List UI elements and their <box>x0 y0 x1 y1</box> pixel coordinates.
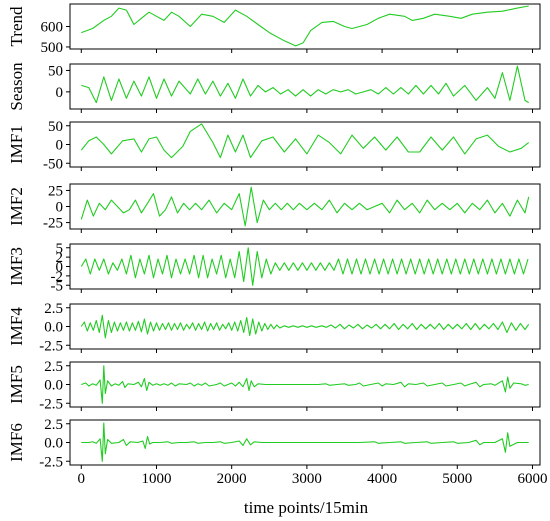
panel-imf1: -50 0 50 IMF1 <box>7 119 541 172</box>
panel-imf6: -2.5 0.0 2.5 IMF6 <box>7 417 541 470</box>
y-tick-label: 600 <box>41 20 64 36</box>
y-axis-label-imf4: IMF4 <box>7 307 26 346</box>
series-line-season <box>81 65 529 104</box>
y-tick-label: 0 <box>56 138 64 154</box>
panel-frame <box>69 63 541 110</box>
x-tick-label: 1000 <box>141 471 171 487</box>
y-tick-label: 2 <box>56 250 64 266</box>
y-tick-label: -2.5 <box>39 338 63 354</box>
panel-frame <box>69 121 541 168</box>
x-tick-label: 4000 <box>367 471 397 487</box>
y-tick-label: 2.5 <box>44 301 63 317</box>
y-tick-label: -5 <box>51 278 64 294</box>
panel-imf5: -2.5 0.0 2.5 IMF5 <box>7 359 541 412</box>
y-tick-label: 5 <box>56 241 64 257</box>
y-tick-label: 50 <box>48 119 63 135</box>
y-axis-label-imf1: IMF1 <box>7 125 26 164</box>
y-tick-label: 0.0 <box>44 320 63 336</box>
x-tick-label: 5000 <box>442 471 472 487</box>
panel-season: 0 50 Season <box>7 62 541 113</box>
y-tick-label: -2.5 <box>39 454 63 470</box>
y-tick-label: 0 <box>56 200 64 216</box>
y-tick-label: 25 <box>48 183 63 199</box>
y-tick-label: -2 <box>51 269 64 285</box>
y-tick-label: -2.5 <box>39 396 63 412</box>
x-tick-label: 3000 <box>292 471 322 487</box>
y-tick-label: 2.5 <box>44 417 63 433</box>
panel-imf4: -2.5 0.0 2.5 IMF4 <box>7 301 541 354</box>
y-axis-label-imf2: IMF2 <box>7 187 26 226</box>
y-tick-label: 50 <box>48 63 63 79</box>
series-line-imf4 <box>80 314 530 339</box>
panels-group: 500600Trend050Season-50050IMF1-25025IMF2… <box>7 3 541 470</box>
series-line-imf3 <box>80 247 529 286</box>
y-tick-label: 500 <box>41 40 64 56</box>
y-axis-label-imf6: IMF6 <box>7 423 26 462</box>
x-tick-label: 2000 <box>217 471 247 487</box>
y-tick-label: 2.5 <box>44 359 63 375</box>
series-line-imf5 <box>81 365 529 404</box>
series-line-imf1 <box>80 123 530 159</box>
y-axis-label-season: Season <box>7 62 26 111</box>
x-axis-label: time points/15min <box>244 498 369 517</box>
y-tick-label: 0.0 <box>44 436 63 452</box>
y-tick-label: -25 <box>43 216 63 232</box>
y-axis-label-imf3: IMF3 <box>7 247 26 286</box>
series-line-imf6 <box>81 422 529 462</box>
panel-frame <box>69 3 541 50</box>
series-line-imf2 <box>80 186 530 227</box>
y-tick-label: 0 <box>56 85 64 101</box>
y-tick-label: 0 <box>56 260 64 276</box>
y-tick-label: 0.0 <box>44 378 63 394</box>
series-line-trend <box>81 5 529 47</box>
x-tick-label: 6000 <box>517 471 547 487</box>
panel-trend: 500 600 Trend <box>7 3 541 56</box>
x-tick-label: 0 <box>78 471 86 487</box>
x-axis: 0 1000 2000 3000 4000 5000 6000 <box>78 471 548 487</box>
y-axis-label-trend: Trend <box>7 6 26 46</box>
y-axis-label-imf5: IMF5 <box>7 365 26 404</box>
y-tick-label: -50 <box>43 156 63 172</box>
